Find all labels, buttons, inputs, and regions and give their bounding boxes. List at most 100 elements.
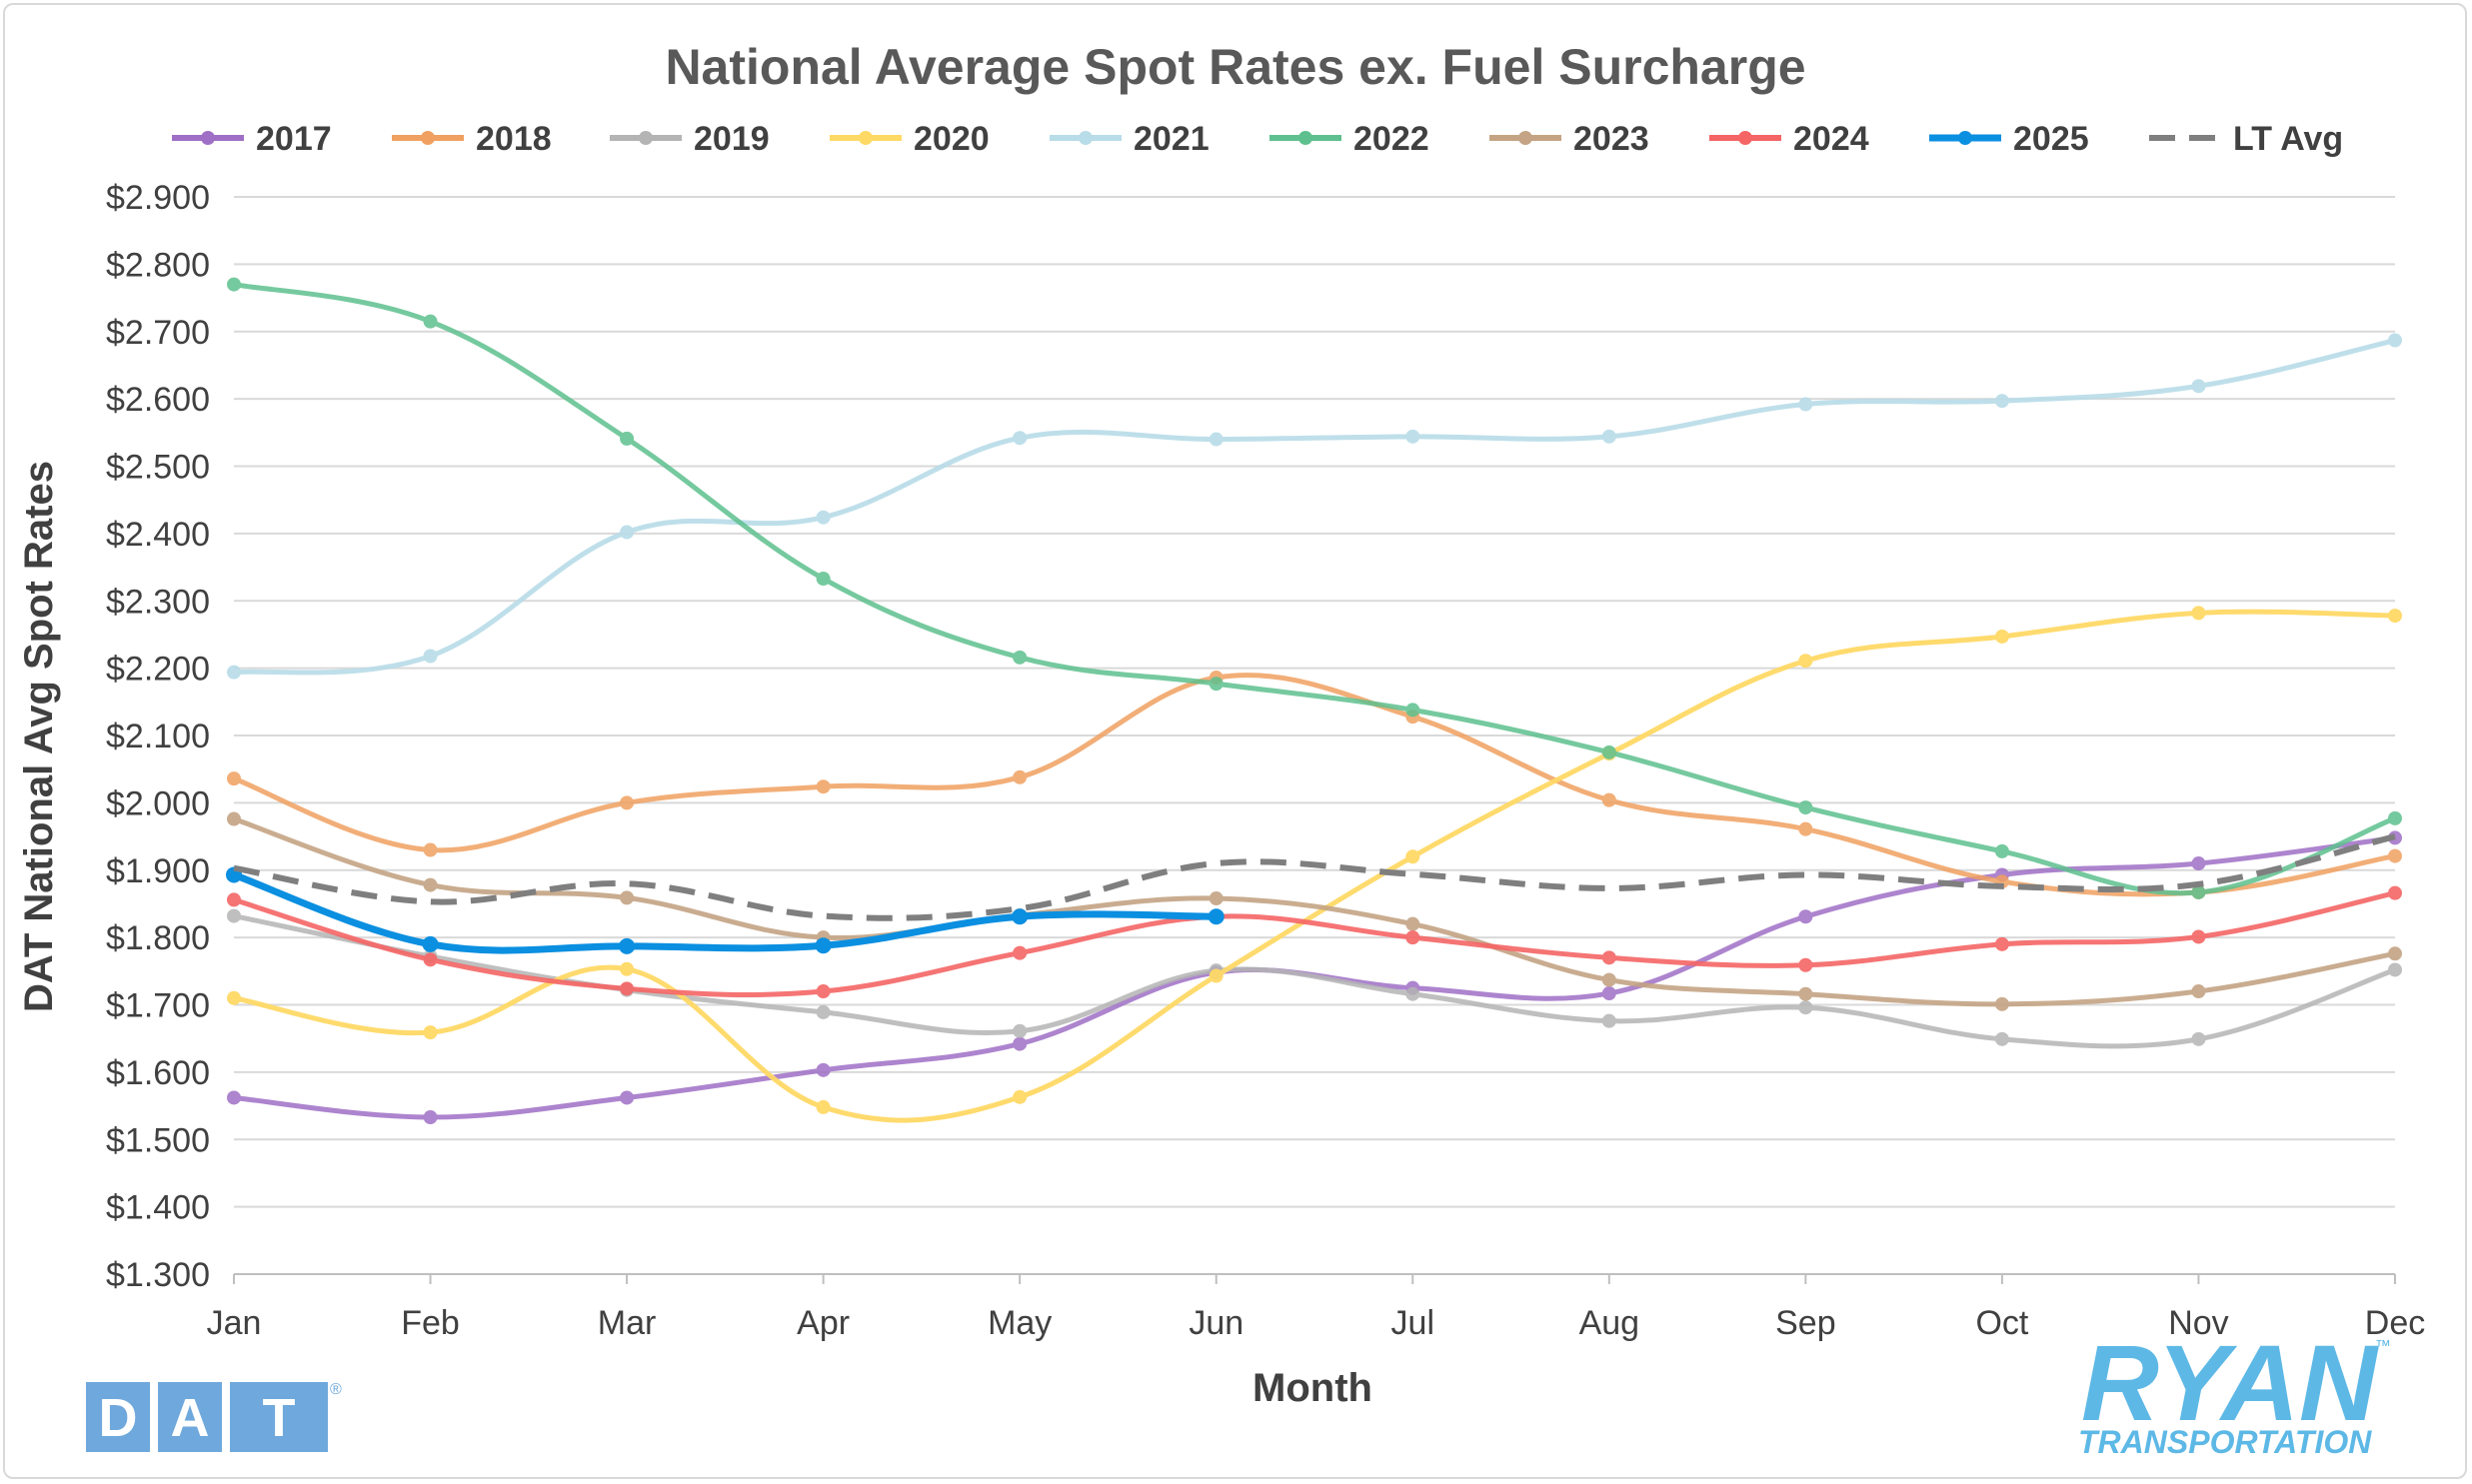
data-point-2022 <box>1013 650 1028 665</box>
y-tick-label: $2.100 <box>106 718 210 755</box>
data-point-2023 <box>1209 891 1224 906</box>
x-tick-label: Sep <box>1775 1304 1836 1342</box>
data-point-2018 <box>1601 792 1616 807</box>
series-lt-avg <box>233 833 2396 921</box>
data-point-2024 <box>2191 929 2206 944</box>
data-point-2020 <box>620 961 635 976</box>
data-point-2022 <box>816 572 831 587</box>
y-tick-label: $2.600 <box>106 381 210 419</box>
x-tick-label: Jan <box>207 1304 262 1342</box>
data-point-2019 <box>1798 1000 1813 1015</box>
data-point-2023 <box>2191 984 2206 999</box>
data-point-2021 <box>2191 379 2206 394</box>
y-tick-label: $2.500 <box>106 449 210 487</box>
x-tick-label: Dec <box>2365 1304 2425 1342</box>
data-point-2018 <box>423 842 438 857</box>
data-point-2020 <box>816 1099 831 1114</box>
data-point-2021 <box>1405 429 1420 444</box>
data-point-2022 <box>2388 810 2402 825</box>
data-point-2023 <box>1798 986 1813 1001</box>
legend-label-2019: 2019 <box>694 120 770 158</box>
data-point-2024 <box>816 984 831 999</box>
y-tick-label: $1.400 <box>106 1189 210 1227</box>
data-point-2024 <box>1405 930 1420 945</box>
data-point-2022 <box>1601 744 1616 759</box>
dat-logo-letter-t: T <box>263 1388 296 1448</box>
series-2024 <box>227 885 2402 999</box>
y-tick-label: $1.700 <box>106 987 210 1025</box>
dat-logo-tile-a <box>158 1382 222 1452</box>
data-point-2019 <box>2191 1031 2206 1046</box>
data-point-2022 <box>2191 884 2206 899</box>
legend-label-2020: 2020 <box>914 120 990 158</box>
data-point-2023 <box>423 877 438 892</box>
data-point-2023 <box>1994 996 2009 1011</box>
data-point-2019 <box>1405 986 1420 1001</box>
data-point-2022 <box>1405 703 1420 718</box>
series-line-lt-avg <box>233 833 2396 921</box>
legend-item-2022: 2022 <box>1269 120 1429 158</box>
data-point-2020 <box>1405 849 1420 864</box>
y-axis-title: DAT National Avg Spot Rates <box>17 461 61 1012</box>
y-tick-label: $2.800 <box>106 246 210 284</box>
data-point-2022 <box>1798 800 1813 815</box>
data-point-2024 <box>2388 885 2402 900</box>
data-point-2021 <box>2388 333 2402 348</box>
data-point-2020 <box>1013 1089 1028 1104</box>
data-point-2018 <box>2388 848 2402 863</box>
legend-marker-2017 <box>201 131 215 145</box>
data-point-2023 <box>620 890 635 905</box>
x-tick-label: Apr <box>797 1304 850 1342</box>
y-tick-label: $2.700 <box>106 314 210 352</box>
ryan-transportation-logo: RYAN ™ TRANSPORTATION <box>2078 1322 2391 1460</box>
data-point-2021 <box>620 525 635 540</box>
data-point-2017 <box>423 1110 438 1125</box>
legend-item-2019: 2019 <box>610 120 770 158</box>
legend-item-2024: 2024 <box>1709 120 1869 158</box>
dat-logo-letter-d: D <box>99 1388 138 1448</box>
legend-item-2025: 2025 <box>1929 120 2089 158</box>
dat-logo-tile-d <box>86 1382 150 1452</box>
y-tick-label: $1.800 <box>106 919 210 957</box>
data-point-2017 <box>816 1062 831 1077</box>
data-point-2022 <box>423 314 438 329</box>
data-point-2019 <box>2388 962 2402 977</box>
data-point-2021 <box>1994 394 2009 409</box>
data-point-2024 <box>227 892 241 907</box>
data-point-2019 <box>816 1004 831 1019</box>
data-point-2023 <box>227 811 241 826</box>
data-point-2022 <box>1209 677 1224 692</box>
legend-label-2023: 2023 <box>1573 120 1649 158</box>
gridlines <box>233 196 2396 1284</box>
legend-marker-2025 <box>1958 131 1972 145</box>
data-point-2020 <box>423 1025 438 1040</box>
data-point-2020 <box>1798 654 1813 669</box>
x-tick-label: Mar <box>598 1304 657 1342</box>
data-point-2020 <box>227 990 241 1005</box>
data-point-2022 <box>620 431 635 446</box>
y-tick-label: $1.600 <box>106 1054 210 1092</box>
series-line-2018 <box>231 673 2398 897</box>
data-point-2017 <box>620 1090 635 1105</box>
ryan-logo-word: RYAN <box>2081 1322 2379 1443</box>
data-point-2021 <box>1798 397 1813 412</box>
data-point-2025 <box>1012 908 1029 925</box>
data-point-2019 <box>1601 1013 1616 1028</box>
series-lines <box>226 277 2402 1125</box>
series-2022 <box>227 277 2402 899</box>
data-point-2020 <box>2191 606 2206 621</box>
dat-logo-tile-t <box>230 1382 328 1452</box>
legend-marker-2024 <box>1738 131 1752 145</box>
legend-label-2021: 2021 <box>1134 120 1210 158</box>
data-point-2017 <box>2191 856 2206 871</box>
legend-label-2025: 2025 <box>2013 120 2089 158</box>
y-axis-tick-labels: $1.300 $1.400 $1.500 $1.600 $1.700 $1.800 $1.9… <box>106 179 210 1294</box>
legend-marker-2020 <box>859 131 873 145</box>
data-point-2024 <box>423 952 438 967</box>
x-tick-label: Feb <box>401 1304 460 1342</box>
y-tick-label: $2.400 <box>106 516 210 554</box>
data-point-2019 <box>1994 1031 2009 1046</box>
data-point-2025 <box>1208 908 1225 925</box>
data-point-2019 <box>1013 1023 1028 1038</box>
